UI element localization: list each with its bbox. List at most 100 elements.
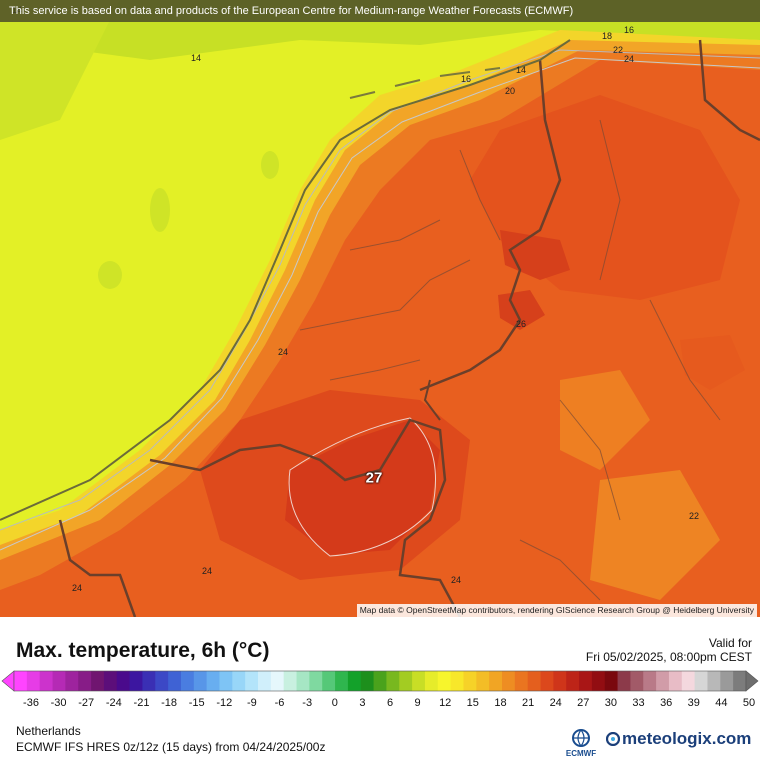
scale-tick-label: 0: [331, 697, 338, 709]
scale-right-arrow: [745, 670, 759, 692]
isotherm-label: 24: [450, 575, 462, 585]
scale-color-cell: [540, 671, 554, 691]
scale-color-cell: [335, 671, 349, 691]
scale-color-cell: [373, 671, 387, 691]
scale-tick-label: -27: [78, 697, 95, 709]
temperature-field: [0, 0, 760, 617]
isotherm-label: 18: [601, 31, 613, 41]
scale-color-cell: [245, 671, 259, 691]
scale-tick-label: -24: [105, 697, 122, 709]
scale-color-cell: [553, 671, 567, 691]
scale-color-cell: [116, 671, 130, 691]
scale-color-cell: [656, 671, 670, 691]
scale-color-cell: [386, 671, 400, 691]
scale-color-cell: [296, 671, 310, 691]
scale-color-cell: [579, 671, 593, 691]
scale-tick-label: 36: [660, 697, 673, 709]
scale-color-cell: [514, 671, 529, 691]
scale-color-cell: [142, 671, 156, 691]
scale-color-cell: [681, 671, 696, 691]
scale-color-cell: [91, 671, 105, 691]
scale-color-cell: [168, 671, 182, 691]
scale-tick-label: 39: [687, 697, 700, 709]
scale-color-cell: [643, 671, 657, 691]
scale-color-cell: [566, 671, 580, 691]
chart-title: Max. temperature, 6h (°C): [16, 639, 270, 662]
isotherm-label: 26: [515, 319, 527, 329]
scale-tick-label: -9: [247, 697, 257, 709]
scale-tick-label: 18: [494, 697, 507, 709]
map-attribution[interactable]: Map data © OpenStreetMap contributors, r…: [356, 604, 757, 617]
meteologix-logo[interactable]: meteologix.com: [606, 729, 751, 749]
ecmwf-logo-text: ECMWF: [565, 749, 597, 758]
scale-color-cell: [604, 671, 618, 691]
scale-color-cell: [591, 671, 606, 691]
isotherm-label: 14: [515, 65, 527, 75]
isotherm-label: 22: [688, 511, 700, 521]
scale-color-cell: [270, 671, 285, 691]
scale-color-cell: [527, 671, 541, 691]
scale-color-cell: [193, 671, 208, 691]
scale-color-cell: [283, 671, 297, 691]
scale-tick-label: -36: [23, 697, 39, 709]
scale-tick-label: 44: [715, 697, 728, 709]
scale-color-cell: [309, 671, 323, 691]
scale-tick-label: 6: [386, 697, 394, 709]
ecmwf-notice-banner: This service is based on data and produc…: [0, 0, 760, 22]
scale-tick-label: -12: [216, 697, 233, 709]
scale-color-cell: [707, 671, 721, 691]
isotherm-label: 16: [460, 74, 472, 84]
isotherm-label: 14: [190, 53, 202, 63]
scale-color-cell: [476, 671, 490, 691]
scale-tick-label: 27: [577, 697, 590, 709]
scale-color-cell: [206, 671, 220, 691]
color-scale-bar: [1, 670, 759, 692]
scale-color-cell: [219, 671, 233, 691]
isotherm-label: 16: [623, 25, 635, 35]
scale-color-cell: [103, 671, 118, 691]
scale-color-cell: [502, 671, 516, 691]
scale-color-cell: [450, 671, 464, 691]
scale-color-cell: [489, 671, 503, 691]
scale-tick-label: 12: [439, 697, 452, 709]
scale-color-cell: [668, 671, 683, 691]
scale-color-cell: [617, 671, 631, 691]
scale-color-cell: [733, 671, 747, 691]
valid-date: Fri 05/02/2025, 08:00pm CEST: [585, 650, 752, 664]
scale-tick-label: -30: [50, 697, 67, 709]
scale-color-cell: [129, 671, 143, 691]
scale-left-arrow: [1, 670, 15, 692]
max-value-label: 27: [365, 469, 383, 487]
isotherm-label: 24: [623, 54, 635, 64]
weather-map[interactable]: 14 14 16 14 18 16 22 24 20 24 26 24 24 2…: [0, 0, 760, 617]
scale-color-cell: [630, 671, 644, 691]
meteologix-icon: [606, 732, 620, 746]
region-label: Netherlands: [16, 724, 81, 738]
scale-color-cell: [39, 671, 53, 691]
scale-color-cell: [65, 671, 79, 691]
scale-color-cell: [720, 671, 734, 691]
scale-tick-label: -18: [161, 697, 178, 709]
scale-color-cell: [52, 671, 66, 691]
meteologix-brand: meteologix.com: [622, 729, 752, 748]
isotherm-label: 24: [71, 583, 83, 593]
scale-color-cell: [155, 671, 169, 691]
scale-color-cell: [347, 671, 362, 691]
scale-color-cell: [26, 671, 41, 691]
isotherm-label: 24: [201, 566, 213, 576]
isotherm-label: 22: [612, 45, 624, 55]
scale-color-cell: [412, 671, 426, 691]
scale-tick-label: 15: [466, 697, 479, 709]
ecmwf-logo[interactable]: ECMWF: [561, 728, 601, 758]
scale-color-cell: [694, 671, 708, 691]
scale-color-cell: [258, 671, 272, 691]
scale-color-cell: [322, 671, 336, 691]
scale-tick-label: 9: [414, 697, 421, 709]
scale-tick-label: 50: [742, 697, 756, 709]
scale-color-cell: [180, 671, 195, 691]
ecmwf-globe-icon: [572, 729, 590, 747]
scale-tick-label: -3: [302, 697, 313, 709]
scale-tick-label: 3: [359, 697, 366, 709]
scale-color-cell: [232, 671, 246, 691]
scale-color-cell: [14, 671, 28, 691]
